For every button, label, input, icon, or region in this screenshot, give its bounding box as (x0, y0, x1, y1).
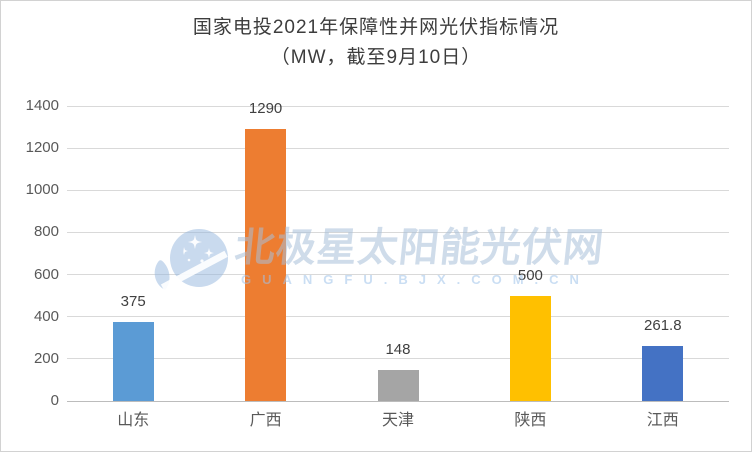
bar (112, 321, 154, 401)
y-axis-tick-label: 200 (33, 349, 59, 367)
gridline (67, 105, 729, 107)
bar (509, 295, 551, 401)
x-axis-line (67, 400, 729, 402)
y-axis-tick-label: 1200 (25, 139, 59, 157)
chart-title-line2: （MW，截至9月10日） (270, 47, 482, 68)
gridline (67, 189, 729, 191)
y-axis-tick-label: 1000 (25, 181, 59, 199)
x-axis-category-label: 天津 (381, 412, 414, 429)
chart-title: 国家电投2021年保障性并网光伏指标情况 （MW，截至9月10日） (1, 13, 751, 73)
y-axis-tick-label: 600 (33, 265, 59, 283)
bar (642, 345, 684, 401)
bar-value-label: 500 (517, 266, 543, 284)
gridline (67, 231, 729, 233)
x-axis-category-label: 江西 (646, 412, 679, 429)
gridline (67, 358, 729, 360)
bar-value-label: 261.8 (644, 316, 682, 334)
x-axis-category-label: 广西 (249, 412, 282, 429)
bar-value-label: 1290 (248, 100, 283, 118)
chart-title-line1: 国家电投2021年保障性并网光伏指标情况 (192, 17, 560, 38)
bar (377, 369, 419, 401)
bar (245, 129, 287, 401)
x-axis-category-label: 陕西 (514, 412, 547, 429)
bar-value-label: 375 (120, 292, 146, 310)
gridline (67, 147, 729, 149)
plot-area: 375 1290 148 500 261.8 (67, 100, 729, 402)
y-axis-tick-label: 0 (50, 392, 59, 409)
y-axis-tick-label: 1400 (25, 97, 59, 114)
y-axis-tick-label: 400 (33, 307, 59, 325)
y-axis-tick-label: 800 (33, 223, 59, 241)
bar-value-label: 148 (385, 340, 411, 358)
gridline (67, 316, 729, 318)
gridline (67, 274, 729, 276)
x-axis-category-label: 山东 (117, 412, 150, 429)
